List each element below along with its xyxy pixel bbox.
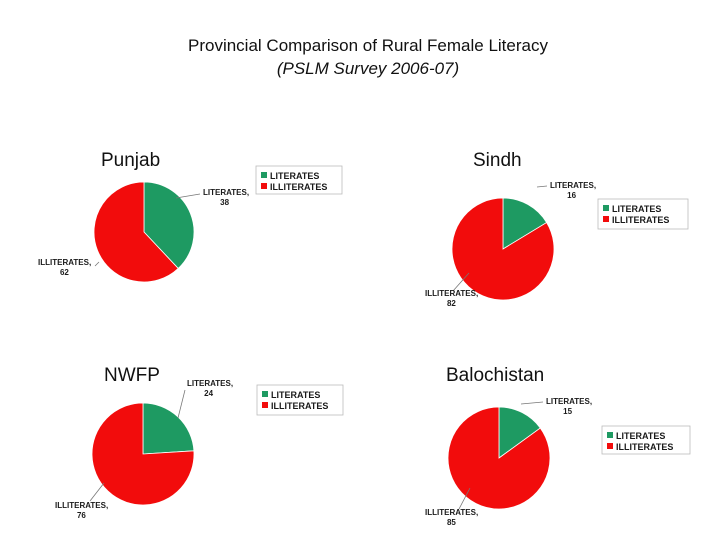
- chart-subtitle: (PSLM Survey 2006-07): [276, 59, 460, 78]
- nwfp-slice-literates: [142, 402, 195, 455]
- nwfp-data-value-illiterates: 76: [77, 511, 86, 520]
- punjab-legend-swatch-literates: [261, 172, 267, 178]
- pie-title-balochistan: Balochistan: [446, 365, 545, 386]
- punjab-data-value-literates: 38: [220, 198, 229, 207]
- punjab-slice-illiterates: [93, 181, 179, 283]
- nwfp-legend-box: [256, 384, 344, 416]
- sindh-legend-swatch-illiterates: [603, 216, 609, 222]
- punjab-data-label-illiterates: ILLITERATES,: [38, 258, 91, 267]
- sindh-slice-literates: [502, 197, 548, 250]
- punjab-legend-label-illiterates: ILLITERATES: [270, 182, 327, 192]
- sindh-data-value-illiterates: 82: [447, 299, 456, 308]
- pie-title-punjab: Punjab: [101, 150, 161, 171]
- nwfp-legend-swatch-literates: [262, 391, 268, 397]
- balochistan-legend-swatch-illiterates: [607, 443, 613, 449]
- punjab-slice-literates: [143, 181, 195, 270]
- sindh-data-value-literates: 16: [567, 191, 576, 200]
- punjab-legend-label-literates: LITERATES: [270, 171, 319, 181]
- sindh-leader-line-illiterates: [452, 272, 470, 292]
- nwfp-leader-line-illiterates: [89, 482, 105, 502]
- punjab-legend-swatch-illiterates: [261, 183, 267, 189]
- title-block: Provincial Comparison of Rural Female Li…: [0, 34, 720, 80]
- nwfp-data-value-literates: 24: [204, 389, 213, 398]
- balochistan-data-value-literates: 15: [563, 407, 572, 416]
- balochistan-leader-line-literates: [520, 401, 544, 405]
- nwfp-legend-label-literates: LITERATES: [271, 390, 320, 400]
- chart-title: Provincial Comparison of Rural Female Li…: [188, 36, 548, 55]
- sindh-legend-box: [597, 198, 689, 230]
- punjab-leader-line-literates: [175, 193, 201, 199]
- nwfp-legend-swatch-illiterates: [262, 402, 268, 408]
- sindh-leader-line-literates: [536, 185, 548, 188]
- balochistan-data-label-literates: LITERATES,: [546, 397, 592, 406]
- balochistan-data-value-illiterates: 85: [447, 518, 456, 527]
- punjab-data-value-illiterates: 62: [60, 268, 69, 277]
- pie-title-nwfp: NWFP: [104, 365, 160, 386]
- balochistan-data-label-illiterates: ILLITERATES,: [425, 508, 478, 517]
- nwfp-data-label-illiterates: ILLITERATES,: [55, 501, 108, 510]
- punjab-data-label-literates: LITERATES,: [203, 188, 249, 197]
- sindh-slice-illiterates: [451, 197, 555, 301]
- nwfp-legend-label-illiterates: ILLITERATES: [271, 401, 328, 411]
- balochistan-legend-label-illiterates: ILLITERATES: [616, 442, 673, 452]
- balochistan-legend-label-literates: LITERATES: [616, 431, 665, 441]
- balochistan-slice-illiterates: [447, 406, 551, 510]
- nwfp-leader-line-literates: [177, 389, 186, 419]
- sindh-legend-label-literates: LITERATES: [612, 204, 661, 214]
- sindh-data-label-illiterates: ILLITERATES,: [425, 289, 478, 298]
- punjab-leader-line-illiterates: [94, 261, 100, 267]
- sindh-legend-label-illiterates: ILLITERATES: [612, 215, 669, 225]
- nwfp-slice-illiterates: [91, 402, 195, 506]
- punjab-legend-box: [255, 165, 343, 195]
- balochistan-slice-literates: [498, 406, 541, 459]
- sindh-legend-swatch-literates: [603, 205, 609, 211]
- balochistan-legend-box: [601, 425, 691, 455]
- balochistan-leader-line-illiterates: [458, 487, 471, 510]
- balochistan-legend-swatch-literates: [607, 432, 613, 438]
- sindh-data-label-literates: LITERATES,: [550, 181, 596, 190]
- pie-title-sindh: Sindh: [473, 150, 522, 171]
- nwfp-data-label-literates: LITERATES,: [187, 379, 233, 388]
